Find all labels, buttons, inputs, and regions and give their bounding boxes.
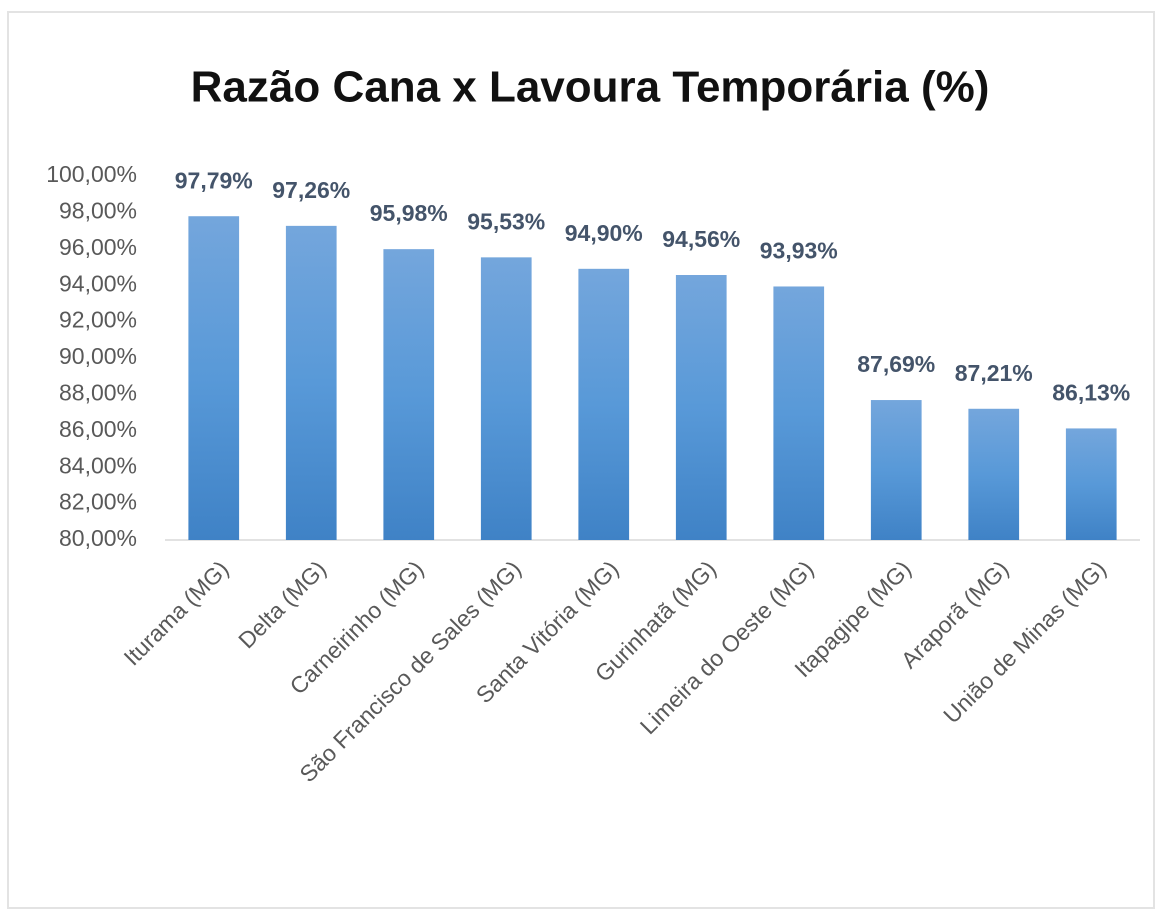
value-label: 87,69% [857,351,935,377]
y-tick-label: 80,00% [59,525,137,551]
y-tick-label: 90,00% [59,343,137,369]
y-tick-label: 96,00% [59,234,137,260]
value-label: 95,53% [467,208,545,234]
bar [188,216,240,541]
bar [870,400,922,540]
value-label: 97,26% [272,177,350,203]
bar [480,257,532,540]
value-label: 93,93% [760,238,838,264]
bar [578,268,630,540]
value-label: 86,13% [1052,380,1130,406]
value-label: 94,90% [565,220,643,246]
y-tick-label: 82,00% [59,489,137,515]
y-tick-label: 84,00% [59,452,137,478]
bar [383,249,435,540]
y-tick-label: 86,00% [59,416,137,442]
bar [968,408,1020,540]
y-tick-label: 100,00% [46,161,137,187]
y-tick-label: 98,00% [59,197,137,223]
y-tick-label: 88,00% [59,379,137,405]
bar [285,225,337,541]
value-label: 87,21% [955,360,1033,386]
y-tick-label: 94,00% [59,270,137,296]
y-tick-label: 92,00% [59,307,137,333]
bar [1065,428,1117,540]
value-label: 97,79% [175,167,253,193]
bar [773,286,825,540]
value-label: 95,98% [370,200,448,226]
chart-title: Razão Cana x Lavoura Temporária (%) [191,63,990,112]
value-label: 94,56% [662,226,740,252]
bar [675,275,727,540]
